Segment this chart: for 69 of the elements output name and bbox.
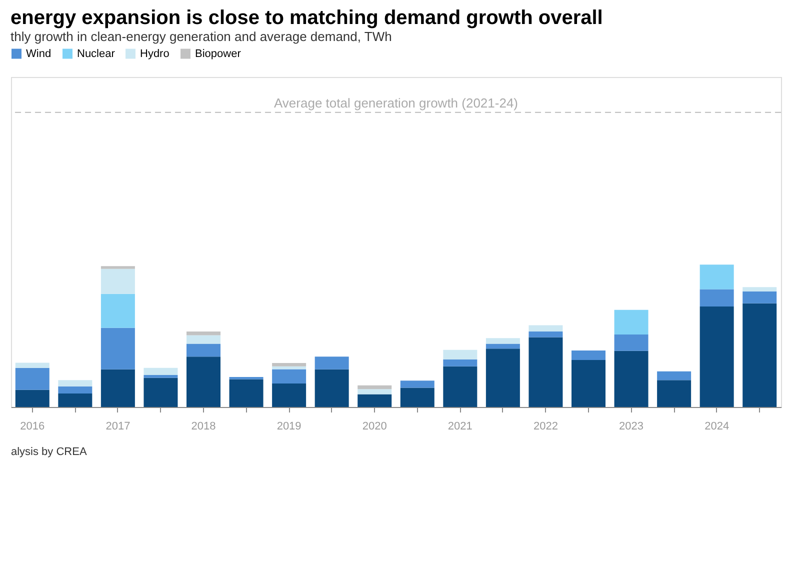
x-tick-label: 2022 bbox=[533, 420, 558, 432]
bar bbox=[657, 371, 692, 380]
bar bbox=[443, 359, 478, 366]
bar bbox=[443, 366, 478, 407]
x-tick-label: 2016 bbox=[20, 420, 45, 432]
bar bbox=[15, 368, 50, 390]
bar bbox=[272, 369, 306, 384]
bar bbox=[486, 344, 520, 349]
bar bbox=[144, 368, 178, 375]
bar bbox=[272, 366, 306, 370]
bar bbox=[700, 264, 734, 290]
bar bbox=[528, 332, 563, 338]
bar bbox=[100, 266, 135, 269]
bar bbox=[400, 380, 434, 388]
bar bbox=[358, 385, 392, 390]
bar bbox=[100, 294, 135, 328]
x-tick-label: 2018 bbox=[191, 420, 216, 432]
bar bbox=[272, 384, 306, 407]
bar bbox=[58, 380, 92, 386]
bar bbox=[186, 356, 220, 407]
bar bbox=[742, 303, 777, 407]
bar bbox=[100, 369, 135, 407]
bar bbox=[572, 360, 606, 407]
bar bbox=[15, 362, 50, 368]
bar bbox=[58, 393, 92, 407]
chart-title: energy expansion is close to matching demand growth overall bbox=[10, 7, 603, 29]
bar bbox=[742, 287, 777, 292]
bar bbox=[186, 344, 220, 357]
bar bbox=[614, 310, 648, 335]
bar bbox=[186, 332, 220, 336]
legend-label: Wind bbox=[26, 48, 52, 60]
bar bbox=[528, 337, 563, 407]
legend-label: Biopower bbox=[195, 48, 242, 60]
x-tick-label: 2017 bbox=[106, 420, 130, 432]
bar bbox=[572, 350, 606, 360]
chart-subtitle: thly growth in clean-energy generation and average demand, TWh bbox=[10, 29, 392, 44]
bar bbox=[314, 369, 349, 407]
bar bbox=[614, 350, 648, 407]
bar bbox=[186, 335, 220, 344]
bar bbox=[443, 350, 478, 360]
bar bbox=[100, 328, 135, 370]
bar bbox=[144, 378, 178, 407]
legend-label: Nuclear bbox=[77, 48, 116, 60]
bar bbox=[58, 386, 92, 394]
x-tick-label: 2019 bbox=[276, 420, 302, 432]
legend-label: Hydro bbox=[140, 48, 170, 60]
bar bbox=[742, 291, 777, 304]
bar bbox=[700, 306, 734, 407]
bar bbox=[358, 389, 392, 394]
bar bbox=[144, 374, 178, 378]
bar bbox=[614, 334, 648, 351]
bar bbox=[486, 348, 520, 407]
bar bbox=[272, 363, 306, 366]
x-tick-label: 2023 bbox=[619, 420, 644, 432]
bar bbox=[15, 390, 50, 407]
x-tick-label: 2021 bbox=[448, 420, 472, 432]
text: alysis by CREA bbox=[11, 446, 88, 458]
x-tick-label: 2020 bbox=[362, 420, 387, 432]
bar bbox=[400, 388, 434, 407]
x-tick-label: 2024 bbox=[704, 420, 730, 432]
bar bbox=[229, 379, 264, 407]
bar bbox=[100, 268, 135, 294]
bar bbox=[528, 325, 563, 332]
bar bbox=[314, 356, 349, 370]
bar bbox=[657, 380, 692, 407]
bar bbox=[358, 394, 392, 407]
bar bbox=[700, 289, 734, 307]
bar bbox=[486, 338, 520, 344]
ref-line-label: Average total generation growth (2021-24) bbox=[274, 95, 518, 110]
